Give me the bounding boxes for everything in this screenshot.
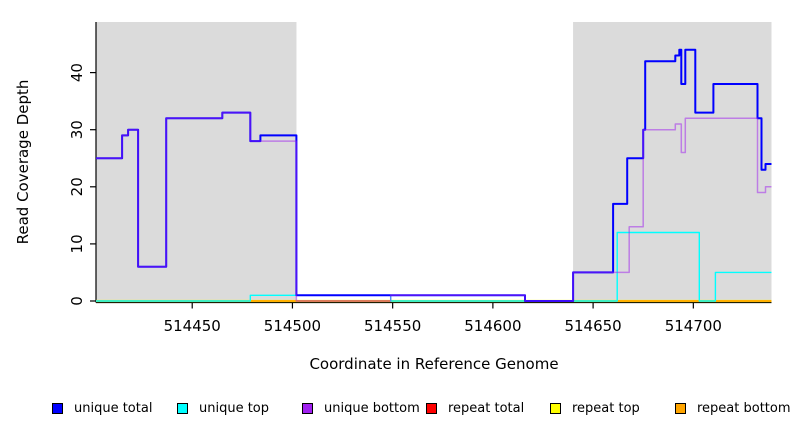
x-tick-label: 514600	[464, 317, 521, 335]
legend-swatch-repeat-top-icon	[550, 402, 561, 414]
y-axis-title: Read Coverage Depth	[14, 79, 32, 245]
y-tick-label: 40	[68, 63, 86, 82]
legend-item-repeat-bottom: repeat bottom	[675, 398, 791, 418]
legend-swatch-repeat-bottom-icon	[675, 402, 686, 414]
x-tick-label: 514650	[564, 317, 621, 335]
legend-label: unique total	[74, 400, 153, 416]
series-line-unique-top	[96, 231, 772, 302]
legend-item-unique-bottom: unique bottom	[302, 398, 420, 418]
shaded-region	[96, 22, 297, 303]
legend-item-unique-top: unique top	[177, 398, 269, 418]
y-tick-label: 30	[68, 120, 86, 139]
x-axis-title: Coordinate in Reference Genome	[309, 355, 559, 373]
y-tick-label: 20	[68, 177, 86, 196]
legend-label: repeat top	[572, 400, 640, 416]
legend-item-repeat-total: repeat total	[426, 398, 524, 418]
legend-label: repeat total	[448, 400, 525, 416]
legend-swatch-unique-bottom-icon	[302, 402, 313, 414]
legend-label: unique bottom	[324, 400, 420, 416]
x-tick-label: 514550	[364, 317, 421, 335]
x-tick-label: 514450	[164, 317, 221, 335]
legend-item-repeat-top: repeat top	[550, 398, 640, 418]
legend-swatch-repeat-total-icon	[426, 402, 437, 414]
legend: unique total unique top unique bottom re…	[0, 398, 792, 422]
legend-label: repeat bottom	[697, 400, 791, 416]
y-tick-label: 10	[68, 234, 86, 253]
legend-swatch-unique-total-icon	[52, 402, 63, 414]
legend-label: unique top	[199, 400, 270, 416]
shaded-region	[573, 22, 772, 303]
y-tick-label: 0	[68, 296, 86, 306]
x-tick-label: 514700	[665, 317, 722, 335]
legend-item-unique-total: unique total	[52, 398, 152, 418]
series-line-unique-bottom	[96, 111, 772, 302]
legend-swatch-unique-top-icon	[177, 402, 188, 414]
x-tick-label: 514500	[264, 317, 321, 335]
